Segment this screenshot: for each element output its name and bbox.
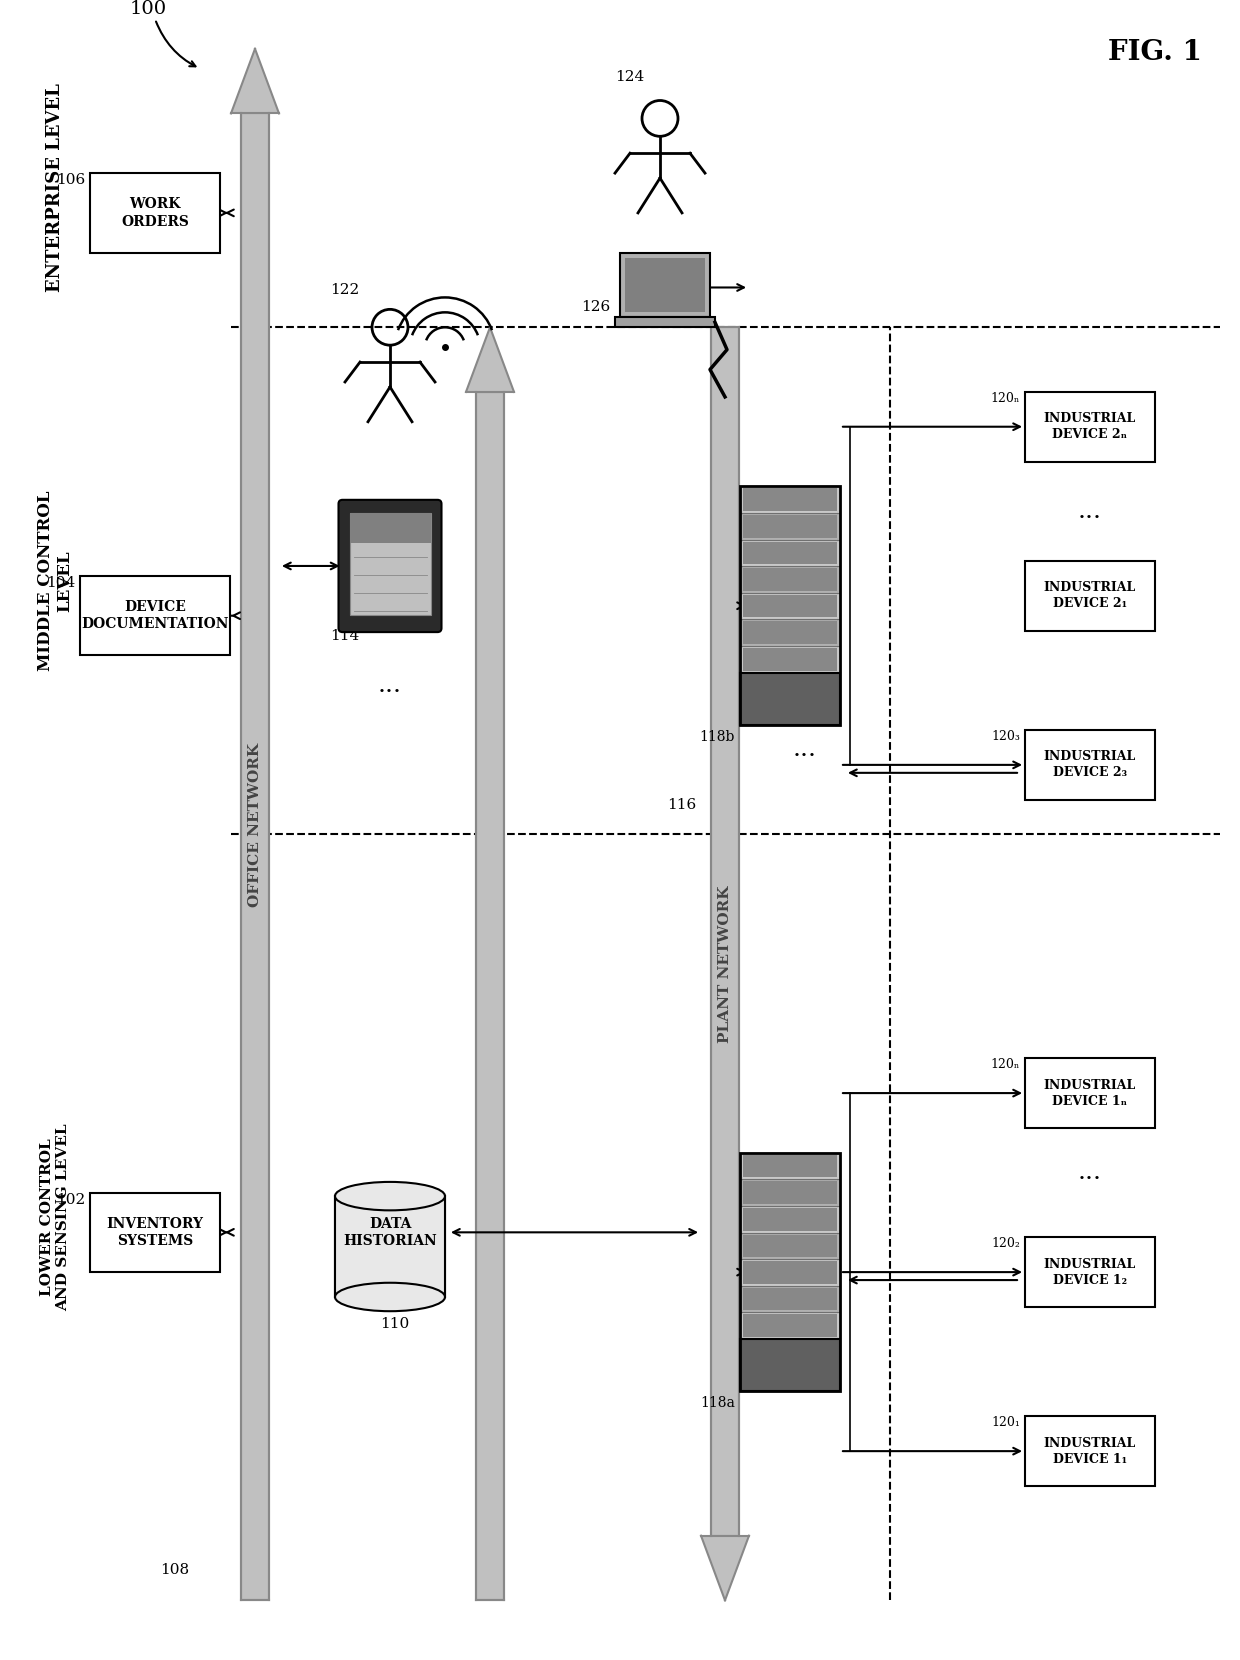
Bar [740, 1233, 839, 1260]
Bar [350, 513, 430, 616]
Text: 122: 122 [330, 284, 360, 297]
Bar [743, 621, 837, 644]
Bar [740, 646, 839, 672]
Text: INDUSTRIAL
DEVICE 1ₙ: INDUSTRIAL DEVICE 1ₙ [1044, 1079, 1136, 1107]
Bar [1025, 1237, 1154, 1306]
Bar [743, 1262, 837, 1283]
Bar [740, 540, 839, 566]
Bar [91, 173, 219, 252]
Bar [615, 317, 715, 327]
Bar [740, 672, 839, 725]
FancyBboxPatch shape [339, 500, 441, 632]
Bar [335, 1197, 445, 1296]
Text: 114: 114 [330, 629, 360, 642]
Text: INDUSTRIAL
DEVICE 1₁: INDUSTRIAL DEVICE 1₁ [1044, 1436, 1136, 1466]
Text: LOWER CONTROL
AND SENSING LEVEL: LOWER CONTROL AND SENSING LEVEL [40, 1124, 71, 1311]
Bar [1025, 1416, 1154, 1486]
Text: 120ₙ: 120ₙ [991, 1059, 1021, 1071]
Text: 120₁: 120₁ [991, 1416, 1021, 1429]
Text: INDUSTRIAL
DEVICE 1₂: INDUSTRIAL DEVICE 1₂ [1044, 1258, 1136, 1286]
Text: ...: ... [378, 674, 402, 697]
Text: 102: 102 [56, 1192, 86, 1207]
Bar [335, 1197, 445, 1296]
Text: 106: 106 [56, 173, 86, 188]
Text: DATA
HISTORIAN: DATA HISTORIAN [343, 1217, 436, 1248]
Bar [91, 1192, 219, 1272]
Bar [743, 541, 837, 564]
Text: INDUSTRIAL
DEVICE 2₃: INDUSTRIAL DEVICE 2₃ [1044, 750, 1136, 780]
Text: 116: 116 [667, 798, 696, 812]
Bar [740, 566, 839, 593]
Text: 124: 124 [615, 70, 645, 83]
Bar [1025, 1059, 1154, 1127]
Text: WORK
ORDERS: WORK ORDERS [122, 198, 188, 229]
Bar [350, 513, 430, 543]
Bar [743, 594, 837, 618]
Bar [740, 1313, 839, 1340]
Bar [1025, 730, 1154, 800]
Text: 100: 100 [130, 0, 167, 18]
Bar [740, 513, 839, 540]
Bar [740, 486, 839, 513]
Text: PLANT NETWORK: PLANT NETWORK [718, 885, 732, 1042]
Bar [743, 568, 837, 591]
Text: OFFICE NETWORK: OFFICE NETWORK [248, 742, 262, 906]
Bar [740, 1179, 839, 1205]
Bar [740, 1152, 839, 1391]
Text: INDUSTRIAL
DEVICE 2₁: INDUSTRIAL DEVICE 2₁ [1044, 581, 1136, 611]
Text: 118b: 118b [699, 730, 735, 744]
Bar [625, 257, 706, 312]
Bar [743, 1208, 837, 1230]
Bar [711, 327, 739, 1536]
Bar [743, 515, 837, 538]
Bar [740, 1286, 839, 1313]
Polygon shape [231, 48, 279, 113]
Bar [740, 1340, 839, 1391]
Text: DEVICE
DOCUMENTATION: DEVICE DOCUMENTATION [82, 599, 228, 631]
Text: 120₃: 120₃ [991, 730, 1021, 744]
Text: 126: 126 [580, 300, 610, 314]
Text: ...: ... [1078, 500, 1102, 523]
Bar [740, 1260, 839, 1286]
Bar [743, 488, 837, 511]
Ellipse shape [335, 1182, 445, 1210]
Bar [620, 252, 711, 317]
Text: INDUSTRIAL
DEVICE 2ₙ: INDUSTRIAL DEVICE 2ₙ [1044, 412, 1136, 442]
Text: ENTERPRISE LEVEL: ENTERPRISE LEVEL [46, 83, 64, 292]
Bar [743, 1235, 837, 1257]
Text: ...: ... [1078, 1160, 1102, 1184]
Bar [743, 1155, 837, 1177]
Bar [241, 113, 269, 1600]
Bar [743, 647, 837, 671]
Polygon shape [701, 1536, 749, 1600]
Bar [743, 1182, 837, 1203]
Bar [740, 1152, 839, 1179]
Bar [1025, 392, 1154, 461]
Bar [743, 1315, 837, 1336]
Text: ...: ... [794, 739, 817, 762]
Bar [743, 1288, 837, 1310]
Bar [740, 593, 839, 619]
Bar [81, 576, 229, 656]
Ellipse shape [335, 1283, 445, 1311]
Text: 108: 108 [160, 1564, 190, 1577]
Bar [740, 619, 839, 646]
Text: INVENTORY
SYSTEMS: INVENTORY SYSTEMS [107, 1217, 203, 1248]
Text: 110: 110 [379, 1316, 409, 1331]
Text: 120ₙ: 120ₙ [991, 392, 1021, 405]
Text: FIG. 1: FIG. 1 [1109, 38, 1202, 66]
Bar [740, 486, 839, 725]
Text: 118a: 118a [701, 1396, 735, 1411]
Bar [476, 392, 503, 1600]
Text: 104: 104 [46, 576, 74, 589]
Bar [1025, 561, 1154, 631]
Text: MIDDLE CONTROL
LEVEL: MIDDLE CONTROL LEVEL [37, 491, 73, 671]
Polygon shape [466, 327, 515, 392]
Text: 120₂: 120₂ [991, 1237, 1021, 1250]
Bar [740, 1205, 839, 1233]
